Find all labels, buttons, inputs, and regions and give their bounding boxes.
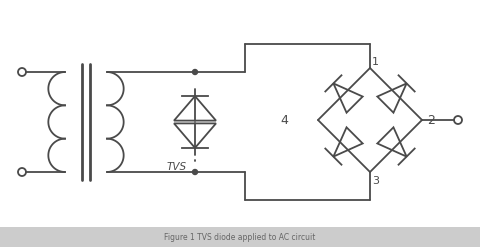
Circle shape: [192, 69, 197, 75]
Circle shape: [192, 169, 197, 174]
Text: 4: 4: [280, 114, 288, 127]
Bar: [0, 227, 480, 247]
Text: 1: 1: [372, 57, 379, 67]
Text: Figure 1 TVS diode applied to AC circuit: Figure 1 TVS diode applied to AC circuit: [164, 232, 316, 242]
Text: TVS: TVS: [167, 162, 187, 172]
Text: 2: 2: [427, 114, 435, 127]
Text: 3: 3: [372, 176, 379, 186]
